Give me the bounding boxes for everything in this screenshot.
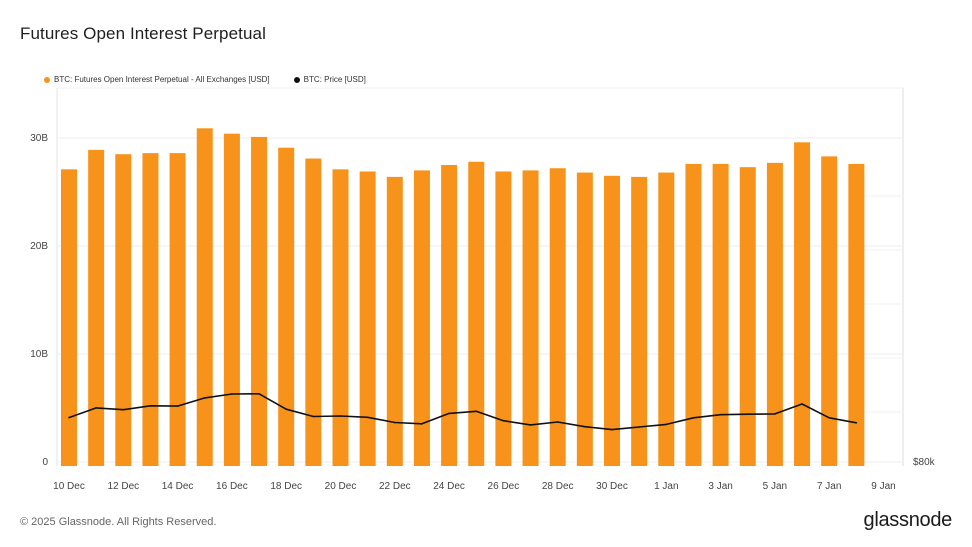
price-line — [68, 392, 857, 431]
price-point-11-dec — [95, 407, 97, 409]
price-point-12-dec — [122, 408, 125, 411]
price-point-1-jan — [665, 423, 668, 426]
bar-19-dec — [305, 158, 322, 466]
x-tick-label-20-dec: 20 Dec — [325, 481, 357, 492]
x-tick-label-14-dec: 14 Dec — [162, 481, 194, 492]
price-point-18-dec — [285, 408, 288, 410]
y-tick-label-1: 10B — [30, 349, 48, 360]
bar-1-jan — [658, 172, 675, 466]
legend-label-price: BTC: Price [USD] — [303, 75, 366, 84]
bar-22-dec — [386, 176, 403, 466]
x-tick-label-1-jan: 1 Jan — [654, 481, 678, 492]
chart-legend: BTC: Futures Open Interest Perpetual - A… — [44, 75, 366, 84]
bar-8-jan — [848, 163, 865, 467]
price-point-2-jan — [692, 417, 695, 419]
x-tick-label-22-dec: 22 Dec — [379, 481, 411, 492]
bar-2-jan — [685, 163, 702, 467]
y-tick-label-2: 20B — [30, 241, 48, 252]
bar-26-dec — [495, 171, 512, 467]
chart-price-line — [68, 392, 858, 431]
price-point-28-dec — [556, 421, 559, 423]
price-point-10-dec — [68, 416, 70, 419]
bar-18-dec — [278, 147, 295, 466]
price-point-4-jan — [746, 413, 749, 415]
bar-17-dec — [251, 136, 268, 467]
price-point-25-dec — [475, 410, 478, 413]
page-title: Futures Open Interest Perpetual — [20, 24, 266, 43]
price-point-17-dec — [258, 392, 260, 395]
x-tick-label-18-dec: 18 Dec — [270, 481, 302, 492]
bar-20-dec — [332, 169, 349, 466]
legend-label-open-interest: BTC: Futures Open Interest Perpetual - A… — [54, 75, 270, 84]
bar-31-dec — [631, 176, 648, 466]
chart-right-axis: $80k — [913, 457, 936, 468]
x-tick-label-24-dec: 24 Dec — [433, 481, 465, 492]
bar-12-dec — [115, 154, 132, 466]
price-point-19-dec — [312, 415, 315, 418]
legend-item-open-interest[interactable]: BTC: Futures Open Interest Perpetual - A… — [44, 75, 270, 84]
price-point-21-dec — [366, 416, 369, 419]
bar-30-dec — [604, 175, 620, 467]
price-point-31-dec — [638, 426, 640, 428]
price-point-30-dec — [611, 428, 613, 431]
x-tick-label-7-jan: 7 Jan — [817, 481, 841, 492]
chart-x-axis: 10 Dec 12 Dec 14 Dec 16 Dec 18 Dec 20 Dec 22 D… — [53, 481, 896, 492]
price-point-27-dec — [529, 424, 532, 426]
price-point-16-dec — [231, 393, 233, 395]
bar-14-dec — [169, 153, 186, 466]
bar-29-dec — [576, 172, 593, 466]
price-point-24-dec — [448, 412, 450, 415]
price-point-20-dec — [339, 415, 342, 417]
chart-bars — [61, 128, 865, 467]
price-point-15-dec — [203, 397, 206, 399]
bar-7-jan — [821, 156, 838, 467]
brand-logo: glassnode — [863, 509, 953, 531]
price-point-14-dec — [176, 405, 179, 407]
x-tick-label-5-jan: 5 Jan — [763, 481, 787, 492]
x-tick-label-26-dec: 26 Dec — [488, 481, 520, 492]
price-point-8-jan — [855, 421, 858, 424]
x-tick-label-28-dec: 28 Dec — [542, 481, 574, 492]
x-tick-label-30-dec: 30 Dec — [596, 481, 628, 492]
legend-item-price[interactable]: BTC: Price [USD] — [293, 75, 366, 84]
bar-27-dec — [522, 170, 539, 466]
price-point-6-jan — [801, 403, 803, 405]
x-tick-label-3-jan: 3 Jan — [708, 481, 732, 492]
x-tick-label-16-dec: 16 Dec — [216, 481, 248, 492]
x-tick-label-12-dec: 12 Dec — [107, 481, 139, 492]
legend-swatch-price — [293, 76, 300, 83]
bar-10-dec — [61, 169, 77, 466]
price-point-23-dec — [421, 423, 423, 425]
y-tick-label-0: 0 — [42, 457, 48, 468]
right-axis-label: $80k — [913, 457, 936, 468]
bar-13-dec — [142, 153, 159, 466]
copyright-text: © 2025 Glassnode. All Rights Reserved. — [20, 516, 217, 528]
x-tick-label-10-dec: 10 Dec — [53, 481, 85, 492]
bar-6-jan — [794, 142, 811, 466]
x-tick-label-9-jan: 9 Jan — [871, 481, 895, 492]
price-point-26-dec — [502, 419, 505, 422]
bar-21-dec — [359, 171, 376, 467]
price-point-3-jan — [719, 413, 722, 416]
bar-4-jan — [739, 167, 756, 466]
bar-24-dec — [441, 165, 458, 466]
bar-28-dec — [549, 168, 566, 467]
legend-swatch-open-interest — [44, 76, 50, 83]
price-point-29-dec — [584, 425, 586, 428]
bar-3-jan — [712, 163, 729, 467]
price-point-5-jan — [774, 413, 776, 415]
bar-11-dec — [88, 149, 105, 466]
bar-15-dec — [196, 128, 213, 466]
price-point-13-dec — [149, 404, 152, 407]
bar-5-jan — [766, 162, 783, 466]
bar-23-dec — [413, 170, 430, 466]
price-point-22-dec — [394, 421, 396, 424]
bar-25-dec — [468, 161, 485, 466]
bar-16-dec — [223, 133, 240, 466]
y-tick-label-3: 30B — [30, 133, 48, 144]
chart-y-axis: 0 10B 20B 30B — [30, 133, 48, 468]
price-point-7-jan — [828, 417, 830, 419]
